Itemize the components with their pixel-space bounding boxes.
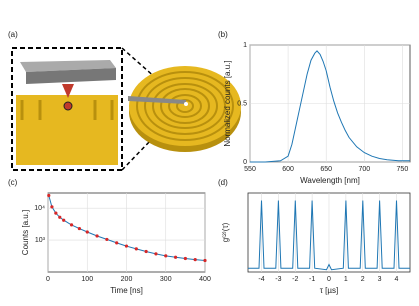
data-point bbox=[58, 215, 62, 219]
data-point bbox=[173, 255, 178, 259]
x-tick-label: 700 bbox=[358, 166, 370, 173]
y-tick-label: 0.5 bbox=[237, 100, 247, 107]
data-point bbox=[203, 258, 207, 263]
data-point bbox=[144, 249, 148, 254]
panel-label: (c) bbox=[8, 178, 18, 187]
data-point bbox=[164, 254, 168, 258]
x-tick-label: 300 bbox=[160, 276, 172, 283]
x-tick-label: 100 bbox=[81, 276, 93, 283]
x-tick-label: 2 bbox=[361, 276, 365, 283]
x-axis-label: Wavelength [nm] bbox=[300, 176, 360, 185]
data-line bbox=[248, 200, 410, 271]
illustration bbox=[11, 47, 241, 171]
x-tick-label: 200 bbox=[121, 276, 133, 283]
x-tick-label: 0 bbox=[46, 276, 50, 283]
y-tick-label: 1 bbox=[243, 42, 247, 49]
x-tick-label: 600 bbox=[282, 166, 294, 173]
data-point bbox=[124, 244, 129, 248]
panel-label: (a) bbox=[8, 30, 18, 39]
x-tick-label: -1 bbox=[309, 276, 315, 283]
data-point bbox=[85, 230, 89, 234]
panel-label: (b) bbox=[218, 30, 228, 39]
panel-label: (d) bbox=[218, 178, 228, 187]
y-tick-label: 10³ bbox=[35, 237, 46, 244]
x-tick-label: -2 bbox=[292, 276, 298, 283]
data-point bbox=[95, 234, 99, 238]
y-tick-label: 10⁴ bbox=[34, 205, 45, 212]
y-axis-label: Normalized counts [a.u.] bbox=[223, 60, 232, 146]
data-point bbox=[62, 218, 66, 222]
data-point bbox=[77, 226, 81, 231]
x-tick-label: 550 bbox=[244, 166, 256, 173]
x-tick-label: 1 bbox=[344, 276, 348, 283]
data-point bbox=[105, 237, 109, 242]
data-point bbox=[134, 247, 138, 251]
x-tick-label: 750 bbox=[397, 166, 409, 173]
data-point bbox=[47, 193, 51, 198]
y-axis-label: g⁽²⁾(τ) bbox=[221, 222, 230, 242]
data-point bbox=[115, 241, 119, 245]
data-point bbox=[69, 223, 74, 227]
data-line bbox=[250, 50, 410, 163]
x-tick-label: -4 bbox=[258, 276, 264, 283]
x-tick-label: 3 bbox=[378, 276, 382, 283]
data-point bbox=[54, 211, 58, 215]
y-axis-label: Counts [a.u.] bbox=[21, 210, 30, 255]
data-point bbox=[183, 256, 187, 261]
data-point bbox=[154, 252, 158, 256]
x-tick-label: 400 bbox=[199, 276, 211, 283]
data-point bbox=[193, 257, 197, 262]
x-tick-label: -3 bbox=[275, 276, 281, 283]
x-axis-label: Time [ns] bbox=[110, 286, 143, 295]
data-point bbox=[50, 205, 54, 209]
x-tick-label: 0 bbox=[327, 276, 331, 283]
y-tick-label: 0 bbox=[243, 159, 247, 166]
x-axis-label: τ [µs] bbox=[320, 286, 338, 295]
x-tick-label: 4 bbox=[395, 276, 399, 283]
x-tick-label: 650 bbox=[320, 166, 332, 173]
